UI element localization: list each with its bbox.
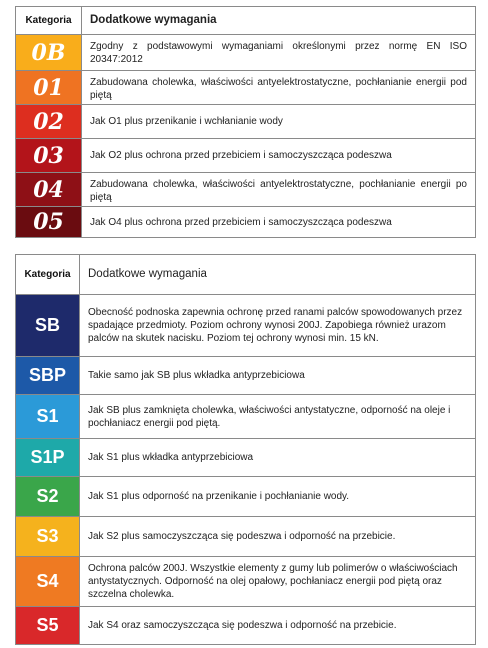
category-badge: 05 bbox=[16, 207, 82, 237]
category-badge: S1P bbox=[16, 439, 80, 476]
category-badge: S2 bbox=[16, 477, 80, 516]
category-badge: 0B bbox=[16, 35, 82, 70]
requirement-text: Jak S1 plus wkładka antyprzebiciowa bbox=[88, 452, 254, 463]
table-row: S4 Ochrona palców 200J. Wszystkie elemen… bbox=[16, 556, 475, 606]
requirement-text: Obecność podnoska zapewnia ochronę przed… bbox=[88, 307, 463, 344]
requirement-text: Jak S1 plus odporność na przenikanie i p… bbox=[88, 491, 350, 502]
category-badge: 03 bbox=[16, 139, 82, 172]
table-row: 01 Zabudowana cholewka, właściwości anty… bbox=[16, 70, 475, 104]
header-requirements: Dodatkowe wymagania bbox=[88, 268, 207, 280]
table-row: 03 Jak O2 plus ochrona przed przebiciem … bbox=[16, 138, 475, 172]
category-table-o: Kategoria Dodatkowe wymagania 0B Zgodny … bbox=[15, 6, 476, 238]
table-row: S2 Jak S1 plus odporność na przenikanie … bbox=[16, 476, 475, 516]
requirement-text: Zabudowana cholewka, właściwości antyele… bbox=[90, 77, 467, 101]
requirement-text: Jak S4 oraz samoczyszcząca się podeszwa … bbox=[88, 620, 397, 631]
requirement-text: Takie samo jak SB plus wkładka antyprzeb… bbox=[88, 370, 305, 381]
table-row: S1 Jak SB plus zamknięta cholewka, właśc… bbox=[16, 394, 475, 438]
table-row: 02 Jak O1 plus przenikanie i wchłanianie… bbox=[16, 104, 475, 138]
category-badge: SB bbox=[16, 295, 80, 356]
table-row: S5 Jak S4 oraz samoczyszcząca się podesz… bbox=[16, 606, 475, 644]
requirement-text: Jak S2 plus samoczyszcząca się podeszwa … bbox=[88, 531, 396, 542]
table-row: 04 Zabudowana cholewka, właściwości anty… bbox=[16, 172, 475, 206]
category-table-s: Kategoria Dodatkowe wymagania SB Obecnoś… bbox=[15, 254, 476, 645]
requirement-text: Ochrona palców 200J. Wszystkie elementy … bbox=[88, 563, 458, 600]
table-header: Kategoria Dodatkowe wymagania bbox=[16, 255, 475, 294]
table-row: SBP Takie samo jak SB plus wkładka antyp… bbox=[16, 356, 475, 394]
requirement-text: Jak O2 plus ochrona przed przebiciem i s… bbox=[90, 150, 392, 161]
requirement-text: Zgodny z podstawowymi wymaganiami określ… bbox=[90, 41, 467, 65]
header-category: Kategoria bbox=[16, 255, 80, 294]
table-row: S1P Jak S1 plus wkładka antyprzebiciowa bbox=[16, 438, 475, 476]
header-requirements: Dodatkowe wymagania bbox=[90, 14, 217, 26]
requirement-text: Jak SB plus zamknięta cholewka, właściwo… bbox=[88, 404, 451, 429]
category-badge: 01 bbox=[16, 71, 82, 104]
table-row: 05 Jak O4 plus ochrona przed przebiciem … bbox=[16, 206, 475, 237]
category-badge: S3 bbox=[16, 517, 80, 556]
header-category: Kategoria bbox=[16, 7, 82, 34]
category-badge: SBP bbox=[16, 357, 80, 394]
category-badge: 04 bbox=[16, 173, 82, 206]
category-badge: S5 bbox=[16, 607, 80, 644]
requirement-text: Zabudowana cholewka, właściwości antyele… bbox=[90, 179, 467, 203]
requirement-text: Jak O1 plus przenikanie i wchłanianie wo… bbox=[90, 116, 283, 127]
table-header: Kategoria Dodatkowe wymagania bbox=[16, 7, 475, 34]
table-row: 0B Zgodny z podstawowymi wymaganiami okr… bbox=[16, 34, 475, 70]
requirement-text: Jak O4 plus ochrona przed przebiciem i s… bbox=[90, 216, 392, 228]
category-badge: S1 bbox=[16, 395, 80, 438]
table-row: SB Obecność podnoska zapewnia ochronę pr… bbox=[16, 294, 475, 356]
category-badge: 02 bbox=[16, 105, 82, 138]
category-badge: S4 bbox=[16, 557, 80, 606]
table-row: S3 Jak S2 plus samoczyszcząca się podesz… bbox=[16, 516, 475, 556]
